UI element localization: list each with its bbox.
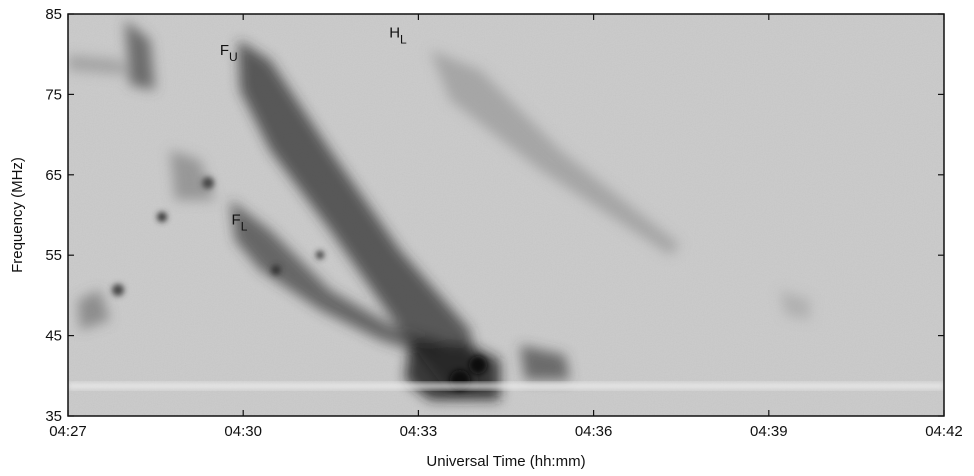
annotation-text: F	[232, 212, 241, 229]
y-tick-label: 45	[45, 328, 62, 345]
spectrogram	[68, 14, 944, 416]
annotation-subscript: U	[229, 50, 238, 64]
y-axis-label: Frequency (MHz)	[9, 157, 26, 273]
y-tick-label: 85	[45, 6, 62, 23]
y-tick-label: 35	[45, 408, 62, 425]
annotation: HL	[389, 24, 407, 46]
x-tick-label: 04:36	[575, 423, 613, 440]
x-tick-label: 04:42	[925, 423, 963, 440]
annotation-subscript: L	[241, 220, 248, 234]
x-tick-label: 04:30	[224, 423, 262, 440]
y-tick-label: 65	[45, 167, 62, 184]
x-axis-label: Universal Time (hh:mm)	[426, 453, 585, 470]
interference-band	[68, 383, 944, 389]
noise	[68, 14, 944, 416]
x-tick-label: 04:33	[400, 423, 438, 440]
plot-frame	[67, 13, 945, 417]
annotation: FL	[232, 212, 248, 234]
y-tick-label: 55	[45, 247, 62, 264]
annotation-text: F	[220, 42, 229, 59]
emission	[68, 20, 810, 400]
annotation-subscript: L	[400, 32, 407, 46]
annotation: FU	[220, 42, 238, 64]
annotation-text: H	[389, 24, 400, 41]
x-tick-label: 04:39	[750, 423, 788, 440]
y-tick-label: 75	[45, 86, 62, 103]
x-tick-label: 04:27	[49, 423, 87, 440]
